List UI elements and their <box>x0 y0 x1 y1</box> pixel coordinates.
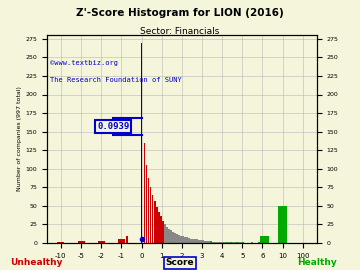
Bar <box>196 239 198 243</box>
Bar <box>158 212 159 243</box>
Bar <box>184 237 186 243</box>
Bar <box>214 242 216 243</box>
Bar <box>278 232 287 243</box>
Bar <box>202 240 204 243</box>
Bar <box>190 239 192 243</box>
Bar <box>228 242 230 243</box>
Text: 0.0939: 0.0939 <box>97 122 129 131</box>
Bar <box>98 241 105 243</box>
Bar <box>148 178 149 243</box>
Bar <box>174 233 176 243</box>
Bar <box>162 221 163 243</box>
Bar <box>152 195 153 243</box>
Bar <box>176 234 178 243</box>
Bar <box>224 242 226 243</box>
Bar <box>232 242 234 243</box>
Bar <box>206 241 208 243</box>
Bar <box>226 242 228 243</box>
Bar <box>222 242 224 243</box>
Bar <box>57 242 64 243</box>
Text: The Research Foundation of SUNY: The Research Foundation of SUNY <box>50 77 181 83</box>
Bar <box>236 242 238 243</box>
Bar <box>178 235 180 243</box>
Bar <box>144 143 145 243</box>
Bar <box>278 206 287 243</box>
Bar <box>260 235 269 243</box>
Bar <box>278 217 287 243</box>
Bar <box>220 242 222 243</box>
Text: Score: Score <box>166 258 194 267</box>
Bar <box>192 239 194 243</box>
Bar <box>170 230 172 243</box>
Bar <box>154 201 156 243</box>
Text: ©www.textbiz.org: ©www.textbiz.org <box>50 60 117 66</box>
Bar <box>212 242 214 243</box>
Bar <box>216 242 218 243</box>
Bar <box>242 242 244 243</box>
Bar <box>208 241 210 243</box>
Bar <box>230 242 232 243</box>
Text: Unhealthy: Unhealthy <box>10 258 62 267</box>
Bar <box>146 165 148 243</box>
Bar <box>218 242 220 243</box>
Bar <box>188 238 190 243</box>
Bar <box>240 242 242 243</box>
Bar <box>118 239 125 243</box>
Bar <box>150 187 152 243</box>
Bar <box>258 242 267 243</box>
Bar <box>182 236 184 243</box>
Bar <box>251 242 253 243</box>
Bar <box>194 239 196 243</box>
Bar <box>238 242 240 243</box>
Bar <box>141 42 143 243</box>
Bar <box>160 215 162 243</box>
Bar <box>210 241 212 243</box>
Bar <box>234 242 236 243</box>
Bar <box>204 241 206 243</box>
Text: Healthy: Healthy <box>297 258 337 267</box>
Bar <box>180 235 182 243</box>
Text: Sector: Financials: Sector: Financials <box>140 27 220 36</box>
Bar <box>168 229 170 243</box>
Bar <box>186 237 188 243</box>
Y-axis label: Number of companies (997 total): Number of companies (997 total) <box>17 87 22 191</box>
Bar <box>77 241 85 243</box>
Bar <box>172 232 174 243</box>
Text: Z'-Score Histogram for LION (2016): Z'-Score Histogram for LION (2016) <box>76 8 284 18</box>
Bar <box>198 240 200 243</box>
Bar <box>164 224 166 243</box>
Bar <box>166 227 168 243</box>
Bar <box>200 240 202 243</box>
Bar <box>126 235 128 243</box>
Bar <box>156 207 158 243</box>
